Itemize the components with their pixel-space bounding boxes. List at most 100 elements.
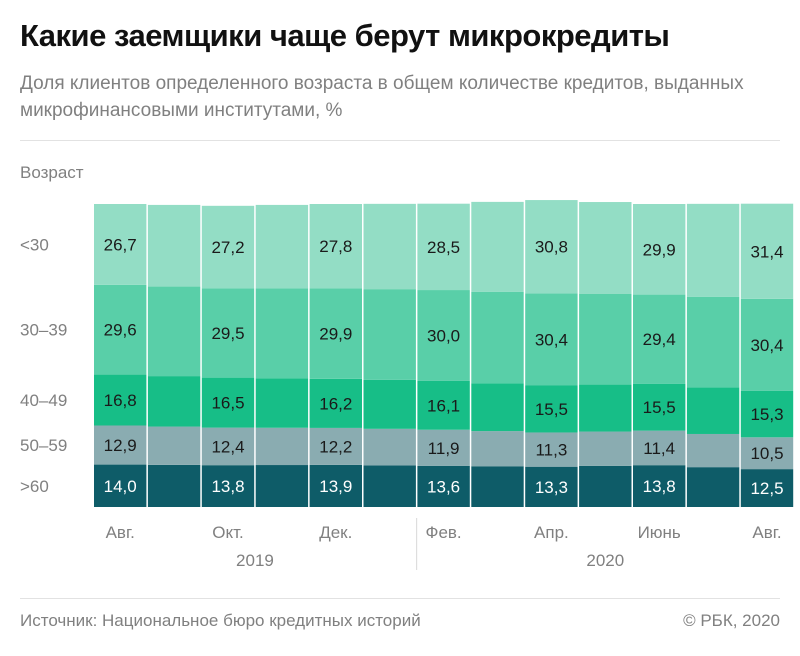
x-tick-label-6: Фев. [426, 523, 462, 542]
bar-segment-4-10 [633, 204, 686, 295]
data-label-1-6: 11,9 [428, 439, 460, 458]
bar-segment-1-3 [255, 427, 309, 466]
bar-segment-4-6 [417, 203, 470, 291]
bar-segment-3-6 [417, 290, 470, 381]
bar-segment-3-7 [471, 291, 524, 384]
bar-segment-1-6 [417, 429, 470, 466]
x-tick-label-10: Июнь [638, 523, 681, 542]
bar-segment-2-8 [525, 385, 578, 433]
data-label-3-0: 29,6 [104, 321, 137, 340]
data-label-4-6: 28,5 [427, 238, 460, 257]
data-label-0-0: 14,0 [104, 477, 137, 496]
data-label-2-10: 15,5 [643, 398, 676, 417]
data-label-0-6: 13,6 [427, 477, 460, 496]
x-tick-label-8: Апр. [534, 523, 569, 542]
data-label-0-8: 13,3 [535, 478, 568, 497]
bar-segment-1-5 [363, 428, 416, 466]
bar-segment-0-2 [201, 465, 255, 507]
bar-segment-1-0 [94, 425, 147, 465]
bar-segment-2-4 [309, 378, 362, 428]
chart-subtitle: Доля клиентов определенного возраста в о… [20, 73, 744, 121]
data-label-4-8: 30,8 [535, 238, 568, 257]
bar-segment-3-1 [147, 286, 201, 377]
bar-segment-4-0 [94, 204, 147, 285]
y-axis-title: Возраст [20, 163, 84, 182]
x-tick-label-4: Дек. [319, 523, 352, 542]
data-label-2-0: 16,8 [104, 391, 137, 410]
row-label-0: >60 [20, 477, 49, 496]
row-label-2: 40–49 [20, 391, 67, 410]
bar-segment-2-0 [94, 374, 147, 426]
bar-segment-2-9 [579, 384, 632, 432]
data-label-2-8: 15,5 [535, 400, 568, 419]
bar-segment-1-9 [579, 431, 632, 466]
data-label-2-4: 16,2 [319, 394, 352, 413]
bar-segment-2-5 [363, 379, 416, 429]
bar-segment-3-12 [740, 298, 794, 391]
bar-segment-4-7 [471, 201, 524, 292]
bar-segment-1-4 [309, 427, 362, 465]
data-label-0-2: 13,8 [211, 477, 244, 496]
bar-segment-4-1 [147, 204, 201, 287]
bar-segment-1-10 [633, 430, 686, 466]
data-label-1-4: 12,2 [319, 437, 352, 456]
bar-segment-0-0 [94, 464, 147, 507]
bar-segment-1-12 [740, 437, 794, 470]
data-label-3-10: 29,4 [643, 330, 676, 349]
bar-segment-3-0 [94, 284, 147, 375]
data-label-0-4: 13,9 [319, 477, 352, 496]
bar-segment-3-9 [579, 293, 632, 385]
data-label-4-4: 27,8 [319, 237, 352, 256]
bar-segment-2-11 [686, 387, 740, 434]
bar-segment-1-1 [147, 426, 201, 465]
bottom-divider [20, 598, 780, 599]
data-label-1-10: 11,4 [643, 439, 675, 458]
row-label-1: 50–59 [20, 436, 67, 455]
row-label-4: <30 [20, 235, 49, 254]
bar-segment-3-2 [201, 288, 255, 378]
bar-segment-3-5 [363, 289, 416, 380]
bar-segment-4-3 [255, 204, 309, 289]
bar-segment-2-1 [147, 376, 201, 427]
copyright-note: © РБК, 2020 [683, 611, 780, 630]
bar-segment-0-1 [147, 464, 201, 507]
bar-segment-1-7 [471, 431, 524, 467]
data-label-1-2: 12,4 [211, 437, 244, 456]
data-label-2-2: 16,5 [211, 394, 244, 413]
bar-segment-4-11 [686, 203, 740, 297]
data-label-3-6: 30,0 [427, 327, 460, 346]
bar-segment-2-2 [201, 377, 255, 428]
bar-segment-3-10 [633, 294, 686, 384]
data-label-4-0: 26,7 [104, 235, 137, 254]
data-label-3-12: 30,4 [750, 336, 783, 355]
data-label-1-8: 11,3 [535, 441, 567, 460]
data-label-4-12: 31,4 [750, 242, 783, 261]
data-label-2-12: 15,3 [750, 405, 783, 424]
data-label-3-8: 30,4 [535, 330, 568, 349]
bar-segment-1-2 [201, 427, 255, 466]
bar-segment-2-10 [633, 383, 686, 431]
data-label-3-2: 29,5 [211, 324, 244, 343]
year-label-2020: 2020 [586, 551, 624, 570]
bar-segment-4-8 [525, 200, 578, 294]
data-label-4-10: 29,9 [643, 240, 676, 259]
data-label-1-12: 10,5 [750, 444, 783, 463]
bar-segment-0-5 [363, 465, 416, 507]
data-label-3-4: 29,9 [319, 325, 352, 344]
bar-segment-0-8 [525, 466, 578, 507]
bar-segment-1-8 [525, 432, 578, 467]
data-label-0-12: 12,5 [750, 479, 783, 498]
bar-segment-4-4 [309, 204, 362, 289]
source-note: Источник: Национальное бюро кредитных ис… [20, 611, 421, 630]
bar-segment-1-11 [686, 433, 740, 468]
data-label-4-2: 27,2 [211, 238, 244, 257]
bar-segment-2-3 [255, 378, 309, 428]
bar-segment-0-3 [255, 465, 309, 507]
x-tick-label-0: Авг. [106, 523, 135, 542]
bar-segment-4-12 [740, 203, 794, 299]
bar-segment-4-2 [201, 205, 255, 289]
bar-segment-2-6 [417, 380, 470, 430]
bar-segment-0-11 [686, 467, 740, 507]
data-label-2-6: 16,1 [427, 396, 460, 415]
x-tick-label-12: Авг. [752, 523, 781, 542]
